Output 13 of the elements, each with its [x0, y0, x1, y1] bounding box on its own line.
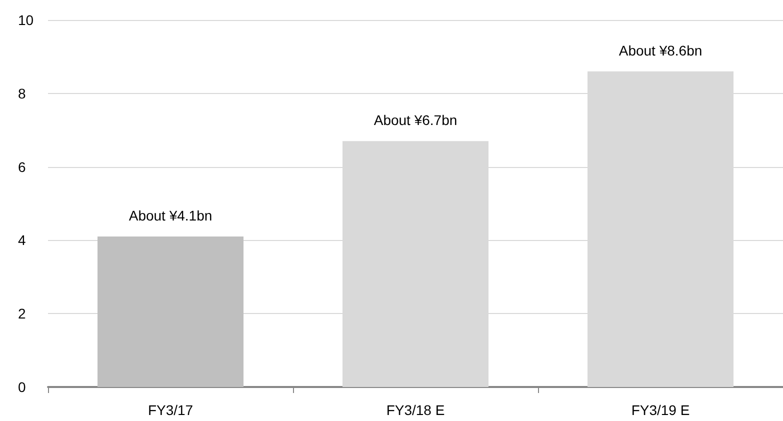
y-tick-label: 6	[18, 158, 26, 175]
data-label: About ¥4.1bn	[128, 208, 212, 224]
y-tick-label: 10	[18, 12, 34, 28]
data-label: About ¥8.6bn	[618, 42, 702, 58]
y-tick-label: 0	[18, 379, 26, 395]
data-label: About ¥6.7bn	[374, 112, 458, 128]
x-tick-label: FY3/18 E	[386, 402, 445, 418]
y-tick-label: 8	[18, 85, 26, 102]
y-tick-label: 2	[18, 306, 26, 322]
x-tick-label: FY3/19 E	[631, 402, 690, 418]
bar	[98, 236, 244, 387]
y-tick-label: 4	[18, 232, 26, 248]
x-tick-label: FY3/17	[148, 402, 194, 418]
